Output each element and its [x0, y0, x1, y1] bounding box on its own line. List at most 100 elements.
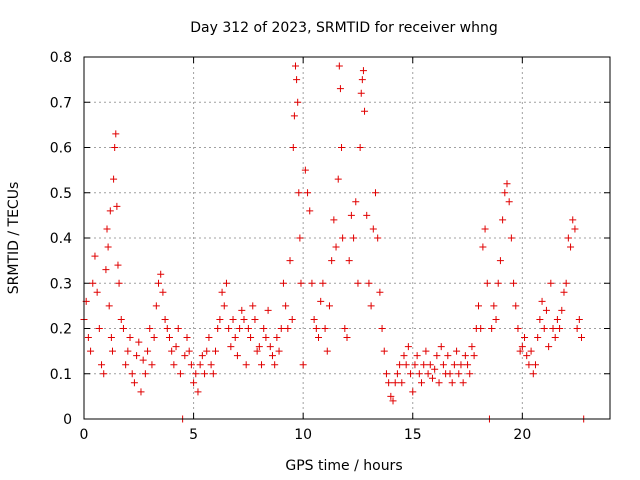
data-point [194, 388, 202, 396]
data-point [207, 361, 215, 369]
data-point [183, 334, 191, 342]
data-point [102, 266, 110, 274]
data-point [293, 76, 301, 84]
data-point [457, 361, 465, 369]
data-point [431, 365, 439, 373]
axis-ticks: 0 5 10 15 20 0 0.1 0.2 0.3 0.4 0.5 0.6 0.7 0.8 [50, 50, 610, 443]
data-point [119, 325, 127, 332]
y-tick-label: 0.1 [50, 367, 72, 383]
data-point [531, 361, 539, 369]
data-point [198, 352, 206, 360]
data-point [420, 361, 428, 369]
data-point [264, 306, 272, 314]
data-point [424, 370, 432, 378]
data-point [385, 379, 393, 387]
data-point [306, 207, 314, 215]
data-point [404, 343, 412, 351]
data-point [297, 279, 305, 287]
data-point [433, 352, 441, 360]
data-point [104, 243, 112, 251]
data-point [567, 243, 575, 251]
x-tick-label: 0 [80, 427, 89, 443]
data-point [275, 347, 283, 355]
data-point [516, 347, 524, 355]
data-point [338, 144, 346, 151]
data-point [503, 180, 511, 188]
data-point [176, 370, 184, 378]
data-point [328, 257, 336, 265]
data-point [227, 343, 235, 351]
data-point [247, 334, 255, 342]
data-point [163, 325, 171, 332]
data-point [352, 198, 360, 206]
data-point [453, 347, 461, 355]
y-tick-label: 0.6 [50, 141, 72, 157]
data-point [475, 302, 482, 310]
data-point [214, 325, 222, 332]
data-point [124, 347, 132, 355]
data-point [271, 361, 279, 369]
data-point [203, 347, 211, 355]
data-point [369, 225, 377, 233]
data-point [277, 325, 285, 332]
data-point [95, 325, 103, 332]
data-point [93, 288, 101, 296]
data-point [357, 89, 365, 97]
data-point [380, 347, 388, 355]
data-point [168, 347, 176, 355]
data-point [578, 334, 586, 342]
data-point [295, 189, 303, 197]
data-point [525, 361, 533, 369]
data-point [255, 343, 263, 351]
data-point [205, 334, 213, 342]
data-point [407, 370, 415, 378]
data-point [523, 352, 531, 360]
data-point [244, 325, 252, 332]
data-point [547, 279, 555, 287]
data-point [225, 325, 233, 332]
data-point [332, 243, 340, 251]
data-point [521, 334, 529, 342]
data-point [312, 325, 320, 332]
data-point [238, 306, 246, 314]
data-point [128, 370, 136, 378]
data-point [347, 211, 355, 219]
data-point [459, 379, 467, 387]
data-points [80, 62, 588, 423]
data-point [393, 370, 401, 378]
data-point [551, 334, 559, 342]
data-point [514, 325, 522, 332]
data-point [187, 361, 195, 369]
data-point [365, 279, 373, 287]
data-point [426, 361, 434, 369]
data-point [165, 334, 173, 342]
data-point [137, 388, 145, 396]
data-point [304, 189, 312, 197]
data-point [139, 356, 147, 364]
data-point [236, 325, 244, 332]
data-point [356, 144, 364, 151]
data-point [315, 334, 323, 342]
data-point [350, 234, 358, 242]
y-tick-label: 0.3 [50, 276, 72, 292]
data-point [569, 216, 577, 224]
data-point [141, 370, 149, 378]
data-point [510, 279, 518, 287]
data-point [529, 370, 537, 378]
y-axis-label: SRMTID / TECUs [6, 182, 22, 295]
data-point [371, 189, 379, 197]
data-point [266, 343, 274, 351]
data-point [361, 107, 369, 115]
data-point [470, 352, 478, 360]
data-point [288, 315, 296, 323]
data-point [107, 334, 115, 342]
data-point [575, 315, 583, 323]
data-point [343, 334, 351, 342]
data-point [542, 306, 550, 314]
y-tick-label: 0.4 [50, 231, 72, 247]
data-point [105, 302, 113, 310]
data-point [262, 334, 270, 342]
data-point [317, 297, 325, 305]
data-point [286, 257, 294, 265]
